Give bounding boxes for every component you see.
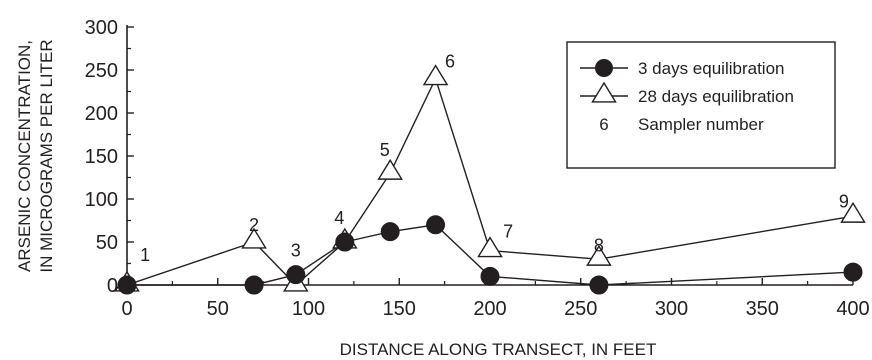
y-axis-title-line: ARSENIC CONCENTRATION, xyxy=(15,40,34,272)
x-tick-label: 350 xyxy=(746,298,779,320)
y-tick-label: 300 xyxy=(85,17,118,39)
sampler-number-label: 9 xyxy=(839,192,849,212)
x-tick-label: 50 xyxy=(207,298,229,320)
sampler-number-label: 3 xyxy=(291,241,301,261)
y-tick-label: 50 xyxy=(96,232,118,254)
x-tick-label: 400 xyxy=(836,298,869,320)
circle-marker xyxy=(286,265,306,285)
x-tick-label: 200 xyxy=(473,298,506,320)
sampler-number-label: 8 xyxy=(594,235,604,255)
circle-marker xyxy=(589,275,609,295)
legend-entry-label: Sampler number xyxy=(638,115,764,134)
sampler-number-label: 7 xyxy=(503,222,513,242)
triangle-marker xyxy=(422,64,449,86)
legend-circle-marker xyxy=(595,59,613,77)
x-tick-label: 0 xyxy=(121,298,132,320)
triangle-marker xyxy=(477,236,503,258)
circle-marker xyxy=(244,275,264,295)
circle-marker xyxy=(426,215,446,235)
triangle-marker xyxy=(840,201,866,223)
triangle-marker xyxy=(586,244,612,266)
y-tick-label: 250 xyxy=(85,60,118,82)
legend-entry-label: 3 days equilibration xyxy=(638,59,784,78)
y-tick-label: 200 xyxy=(85,103,118,125)
x-tick-label: 150 xyxy=(383,298,416,320)
triangle-marker xyxy=(241,227,267,249)
y-tick-label: 150 xyxy=(85,146,118,168)
x-tick-label: 250 xyxy=(564,298,597,320)
circle-marker xyxy=(843,262,863,282)
sampler-number-label: 6 xyxy=(445,51,455,71)
sampler-number-label: 4 xyxy=(334,208,344,228)
legend-sampler-symbol: 6 xyxy=(599,115,608,134)
sampler-number-label: 1 xyxy=(140,245,150,265)
legend-entry-label: 28 days equilibration xyxy=(638,87,794,106)
legend-triangle-marker xyxy=(591,81,617,103)
y-tick-label: 0 xyxy=(107,275,118,297)
x-tick-label: 100 xyxy=(292,298,325,320)
x-tick-label: 300 xyxy=(655,298,688,320)
circle-marker xyxy=(117,275,137,295)
y-axis-title-line: IN MICROGRAMS PER LITER xyxy=(37,39,56,272)
y-tick-label: 100 xyxy=(85,189,118,211)
circle-marker xyxy=(480,266,500,286)
circle-marker xyxy=(380,222,400,242)
triangle-marker xyxy=(377,158,403,180)
legend-box xyxy=(566,41,836,169)
sampler-number-label: 5 xyxy=(380,140,390,160)
circle-marker xyxy=(335,232,355,252)
x-axis-title: DISTANCE ALONG TRANSECT, IN FEET xyxy=(340,340,657,359)
sampler-number-label: 2 xyxy=(249,215,259,235)
